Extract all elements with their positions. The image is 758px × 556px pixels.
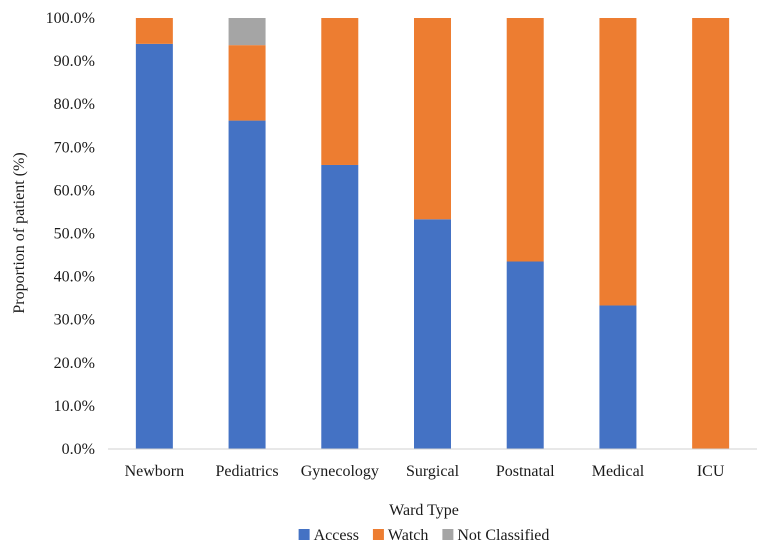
bar-access-newborn <box>135 43 173 450</box>
x-axis-title: Ward Type <box>389 502 459 519</box>
y-tick-label: 60.0% <box>54 182 95 199</box>
x-tick-label: Gynecology <box>301 463 379 480</box>
x-tick-label: Newborn <box>125 463 185 480</box>
legend-label: Access <box>314 527 359 544</box>
bar-access-medical <box>599 305 637 449</box>
y-tick-label: 80.0% <box>54 96 95 113</box>
x-tick-label: Surgical <box>406 463 460 480</box>
legend-swatch <box>298 529 310 540</box>
x-tick-label: ICU <box>697 463 725 480</box>
bar-not-classified-pediatrics <box>228 18 266 46</box>
x-tick-label: Postnatal <box>496 463 555 480</box>
bar-access-gynecology <box>321 164 359 449</box>
y-tick-label: 100.0% <box>46 10 95 27</box>
y-tick-label: 10.0% <box>54 398 95 415</box>
bar-watch-surgical <box>414 18 451 220</box>
y-tick-label: 50.0% <box>54 226 95 243</box>
bar-watch-newborn <box>135 18 173 44</box>
legend-swatch <box>442 529 454 540</box>
bar-watch-postnatal <box>506 18 544 262</box>
bar-watch-gynecology <box>321 18 359 165</box>
bar-access-postnatal <box>506 261 544 449</box>
legend-item: Not Classified <box>442 527 549 544</box>
y-tick-label: 40.0% <box>54 269 95 286</box>
legend-item: Access <box>298 527 359 544</box>
y-tick-label: 90.0% <box>54 53 95 70</box>
bars <box>135 18 730 450</box>
bar-watch-medical <box>599 18 637 306</box>
y-tick-label: 70.0% <box>54 139 95 156</box>
bar-access-pediatrics <box>228 120 266 449</box>
legend-item: Watch <box>372 527 428 544</box>
y-tick-label: 0.0% <box>62 441 95 458</box>
x-tick-label: Medical <box>592 463 645 480</box>
x-tick-label: Pediatrics <box>216 463 279 480</box>
legend-label: Watch <box>388 527 428 544</box>
bar-watch-icu <box>692 18 730 449</box>
y-tick-label: 20.0% <box>54 355 95 372</box>
x-axis-ticks: Newborn Pediatrics Gynecology Surgical Postn… <box>125 463 725 480</box>
y-axis-ticks: 0.0% 10.0% 20.0% 30.0% 40.0% 50.0% 60.0% 70.0% 8… <box>46 10 95 458</box>
bar-watch-pediatrics <box>228 45 266 121</box>
legend-label: Not Classified <box>457 527 549 544</box>
y-tick-label: 30.0% <box>54 312 95 329</box>
legend-swatch <box>372 529 384 540</box>
bar-access-surgical <box>414 219 451 449</box>
legend: Access Watch Not Classified <box>298 527 549 544</box>
y-axis-title: Proportion of patient (%) <box>11 152 28 313</box>
